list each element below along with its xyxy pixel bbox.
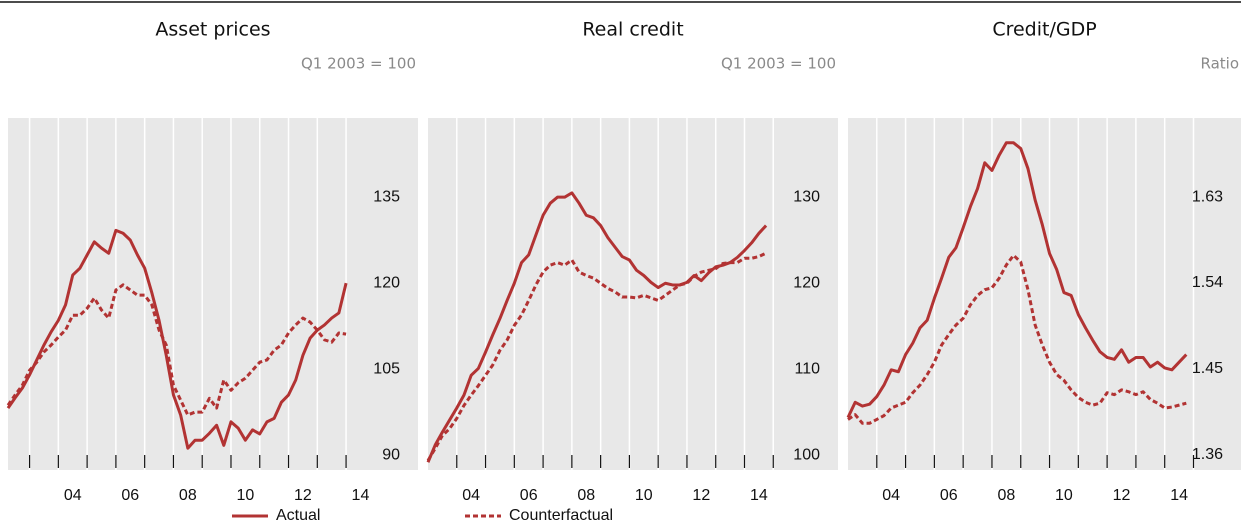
plot-background — [428, 118, 838, 470]
panel-title: Asset prices — [155, 19, 270, 41]
y-tick-label: 1.54 — [1192, 274, 1223, 291]
x-tick-label: 10 — [1055, 487, 1073, 504]
y-tick-label: 130 — [793, 188, 820, 205]
x-tick-label: 04 — [882, 487, 900, 504]
x-tick-label: 10 — [635, 487, 653, 504]
y-tick-label: 1.63 — [1192, 188, 1223, 205]
data-line — [6, 228, 348, 450]
x-tick-label: 12 — [692, 487, 710, 504]
x-tick-label: 04 — [64, 487, 82, 504]
x-tick-label: 06 — [121, 487, 139, 504]
y-tick-label: 1.36 — [1192, 446, 1223, 463]
panel-subtitle: Q1 2003 = 100 — [721, 55, 836, 73]
y-tick-label: 100 — [793, 447, 820, 464]
legend-label: Counterfactual — [509, 507, 613, 524]
x-tick-label: 06 — [520, 487, 538, 504]
x-tick-label: 14 — [1170, 487, 1188, 504]
legend-label: Actual — [276, 507, 320, 524]
x-tick-label: 08 — [179, 487, 197, 504]
data-line — [426, 191, 768, 463]
panel-subtitle: Ratio — [1200, 55, 1239, 73]
x-tick-label: 14 — [352, 487, 370, 504]
x-tick-label: 12 — [294, 487, 312, 504]
y-tick-label: 120 — [373, 274, 400, 291]
x-tick-label: 14 — [750, 487, 768, 504]
y-tick-label: 135 — [373, 188, 400, 205]
y-tick-label: 120 — [793, 274, 820, 291]
x-tick-label: 06 — [940, 487, 958, 504]
panel-title: Real credit — [582, 19, 683, 41]
x-tick-label: 08 — [577, 487, 595, 504]
data-line — [846, 141, 1188, 419]
plot-background — [848, 118, 1241, 470]
x-tick-label: 12 — [1113, 487, 1131, 504]
y-tick-label: 1.45 — [1192, 360, 1223, 377]
y-tick-label: 90 — [382, 446, 400, 463]
x-tick-label: 08 — [997, 487, 1015, 504]
panel-subtitle: Q1 2003 = 100 — [301, 55, 416, 73]
y-tick-label: 105 — [373, 360, 400, 377]
panel-title: Credit/GDP — [992, 19, 1096, 41]
plot-background — [8, 118, 418, 470]
data-line — [426, 251, 767, 462]
x-tick-label: 10 — [236, 487, 254, 504]
x-tick-label: 04 — [462, 487, 480, 504]
data-line — [847, 253, 1187, 425]
y-tick-label: 110 — [794, 361, 820, 378]
